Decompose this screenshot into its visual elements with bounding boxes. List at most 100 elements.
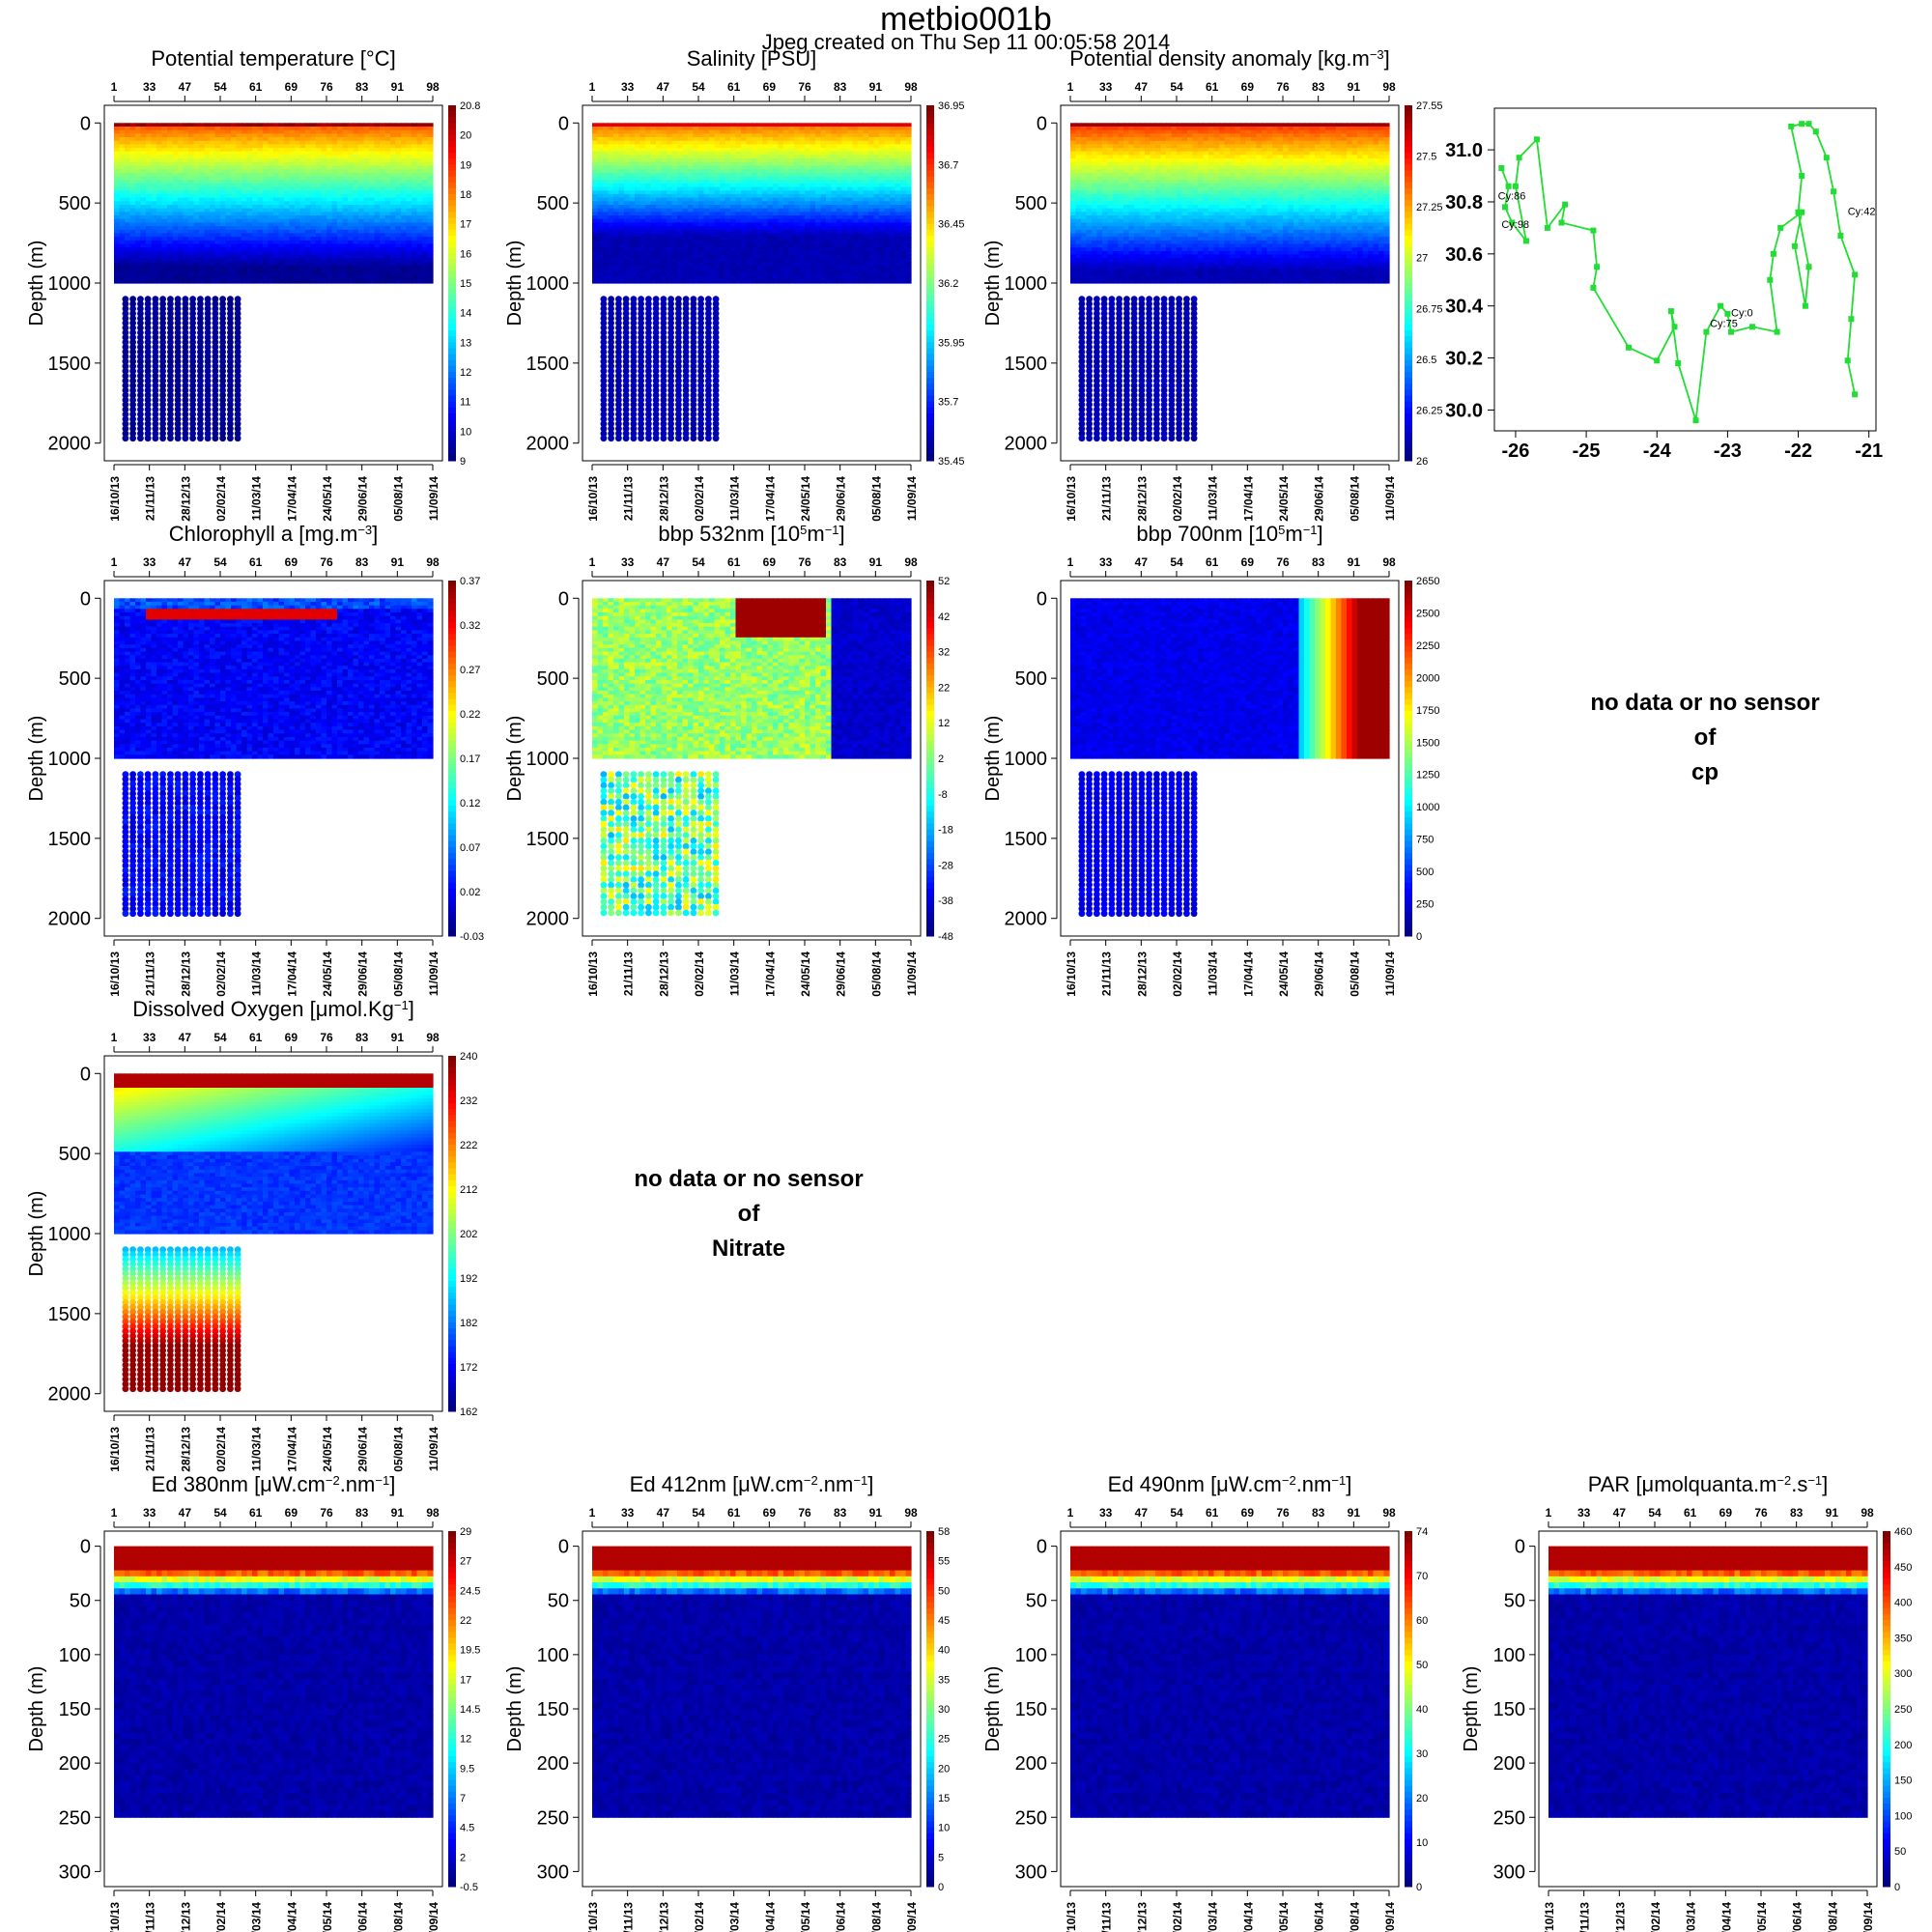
heatmap-cell (746, 233, 753, 238)
heatmap-cell (427, 137, 434, 142)
heatmap-cell (603, 183, 610, 188)
heatmap-cell (327, 197, 333, 202)
heatmap-cell (406, 161, 412, 167)
heatmap-cell (125, 215, 131, 220)
heatmap-cell (331, 165, 338, 170)
heatmap-cell (656, 208, 663, 213)
heatmap-cell (114, 165, 121, 170)
heatmap-cell (682, 243, 689, 248)
heatmap-cell (422, 127, 429, 131)
heatmap-cell (257, 279, 264, 284)
heatmap-cell (661, 151, 668, 156)
heatmap-cell (635, 247, 641, 252)
heatmap-cell (384, 269, 391, 273)
heatmap-cell (730, 205, 737, 210)
heatmap-cell (746, 144, 753, 149)
heatmap-cell (193, 243, 200, 248)
heatmap-cell (140, 269, 147, 273)
heatmap-cell (645, 208, 652, 213)
deep-profile-point (174, 420, 182, 428)
deep-profile-point (219, 333, 227, 341)
heatmap-cell (129, 218, 136, 223)
heatmap-cell (635, 240, 641, 245)
heatmap-cell (671, 222, 678, 227)
heatmap-cell (348, 169, 355, 174)
heatmap-cell (720, 161, 726, 167)
heatmap-cell (268, 261, 274, 267)
heatmap-cell (273, 140, 280, 145)
heatmap-cell (310, 261, 317, 267)
heatmap-cell (268, 243, 274, 248)
heatmap-cell (635, 180, 641, 185)
heatmap-cell (613, 258, 620, 263)
heatmap-cell (395, 172, 402, 178)
heatmap-cell (735, 197, 742, 202)
heatmap-cell (656, 254, 663, 259)
heatmap-cell (310, 265, 317, 270)
heatmap-cell (380, 218, 386, 223)
heatmap-cell (310, 229, 317, 235)
heatmap-cell (374, 190, 381, 195)
heatmap-cell (645, 169, 652, 174)
heatmap-cell (698, 151, 705, 156)
heatmap-cell (289, 279, 296, 284)
heatmap-cell (348, 180, 355, 185)
heatmap-cell (592, 165, 599, 170)
heatmap-cell (316, 158, 323, 163)
heatmap-cell (161, 218, 168, 223)
heatmap-cell (650, 272, 657, 277)
heatmap-cell (140, 148, 147, 153)
heatmap-cell (125, 265, 131, 270)
heatmap-cell (767, 140, 774, 145)
heatmap-cell (114, 212, 121, 216)
heatmap-cell (380, 127, 386, 131)
deep-profile-point (174, 382, 182, 389)
heatmap-cell (114, 229, 121, 235)
heatmap-cell (353, 215, 359, 220)
heatmap-cell (752, 165, 758, 170)
heatmap-cell (671, 144, 678, 149)
heatmap-cell (146, 161, 153, 167)
heatmap-cell (682, 151, 689, 156)
heatmap-cell (310, 250, 317, 256)
heatmap-cell (220, 269, 227, 273)
heatmap-cell (342, 265, 349, 270)
heatmap-cell (236, 243, 242, 248)
heatmap-cell (225, 193, 232, 199)
heatmap-cell (199, 137, 206, 142)
heatmap-cell (374, 123, 381, 128)
heatmap-cells (592, 123, 912, 442)
heatmap-cell (735, 265, 742, 270)
heatmap-cell (305, 226, 312, 231)
heatmap-cell (295, 205, 301, 210)
heatmap-cell (390, 201, 397, 206)
heatmap-cell (161, 127, 168, 131)
heatmap-cell (225, 172, 232, 178)
heatmap-cell (151, 247, 157, 252)
heatmap-cell (427, 186, 434, 191)
heatmap-cell (746, 127, 753, 131)
heatmap-cell (756, 137, 763, 142)
heatmap-cell (140, 129, 147, 134)
heatmap-cell (129, 272, 136, 277)
heatmap-cell (257, 158, 264, 163)
heatmap-cell (263, 123, 270, 128)
heatmap-cell (390, 193, 397, 199)
heatmap-cell (693, 180, 699, 185)
deep-profile-point (189, 296, 197, 302)
y-axis-label: Depth (m) (504, 241, 526, 327)
heatmap-cell (597, 258, 604, 263)
heatmap-cell (231, 169, 238, 174)
heatmap-cell (427, 127, 434, 131)
heatmap-cell (724, 205, 731, 210)
heatmap-cell (735, 250, 742, 256)
heatmap-cell (709, 222, 716, 227)
heatmap-cell (156, 226, 163, 231)
heatmap-cell (698, 237, 705, 242)
heatmap-cell (677, 275, 684, 280)
heatmap-cell (629, 275, 636, 280)
heatmap-cell (172, 129, 179, 134)
heatmap-cell (746, 129, 753, 134)
heatmap-cell (603, 265, 610, 270)
heatmap-cell (363, 197, 370, 202)
